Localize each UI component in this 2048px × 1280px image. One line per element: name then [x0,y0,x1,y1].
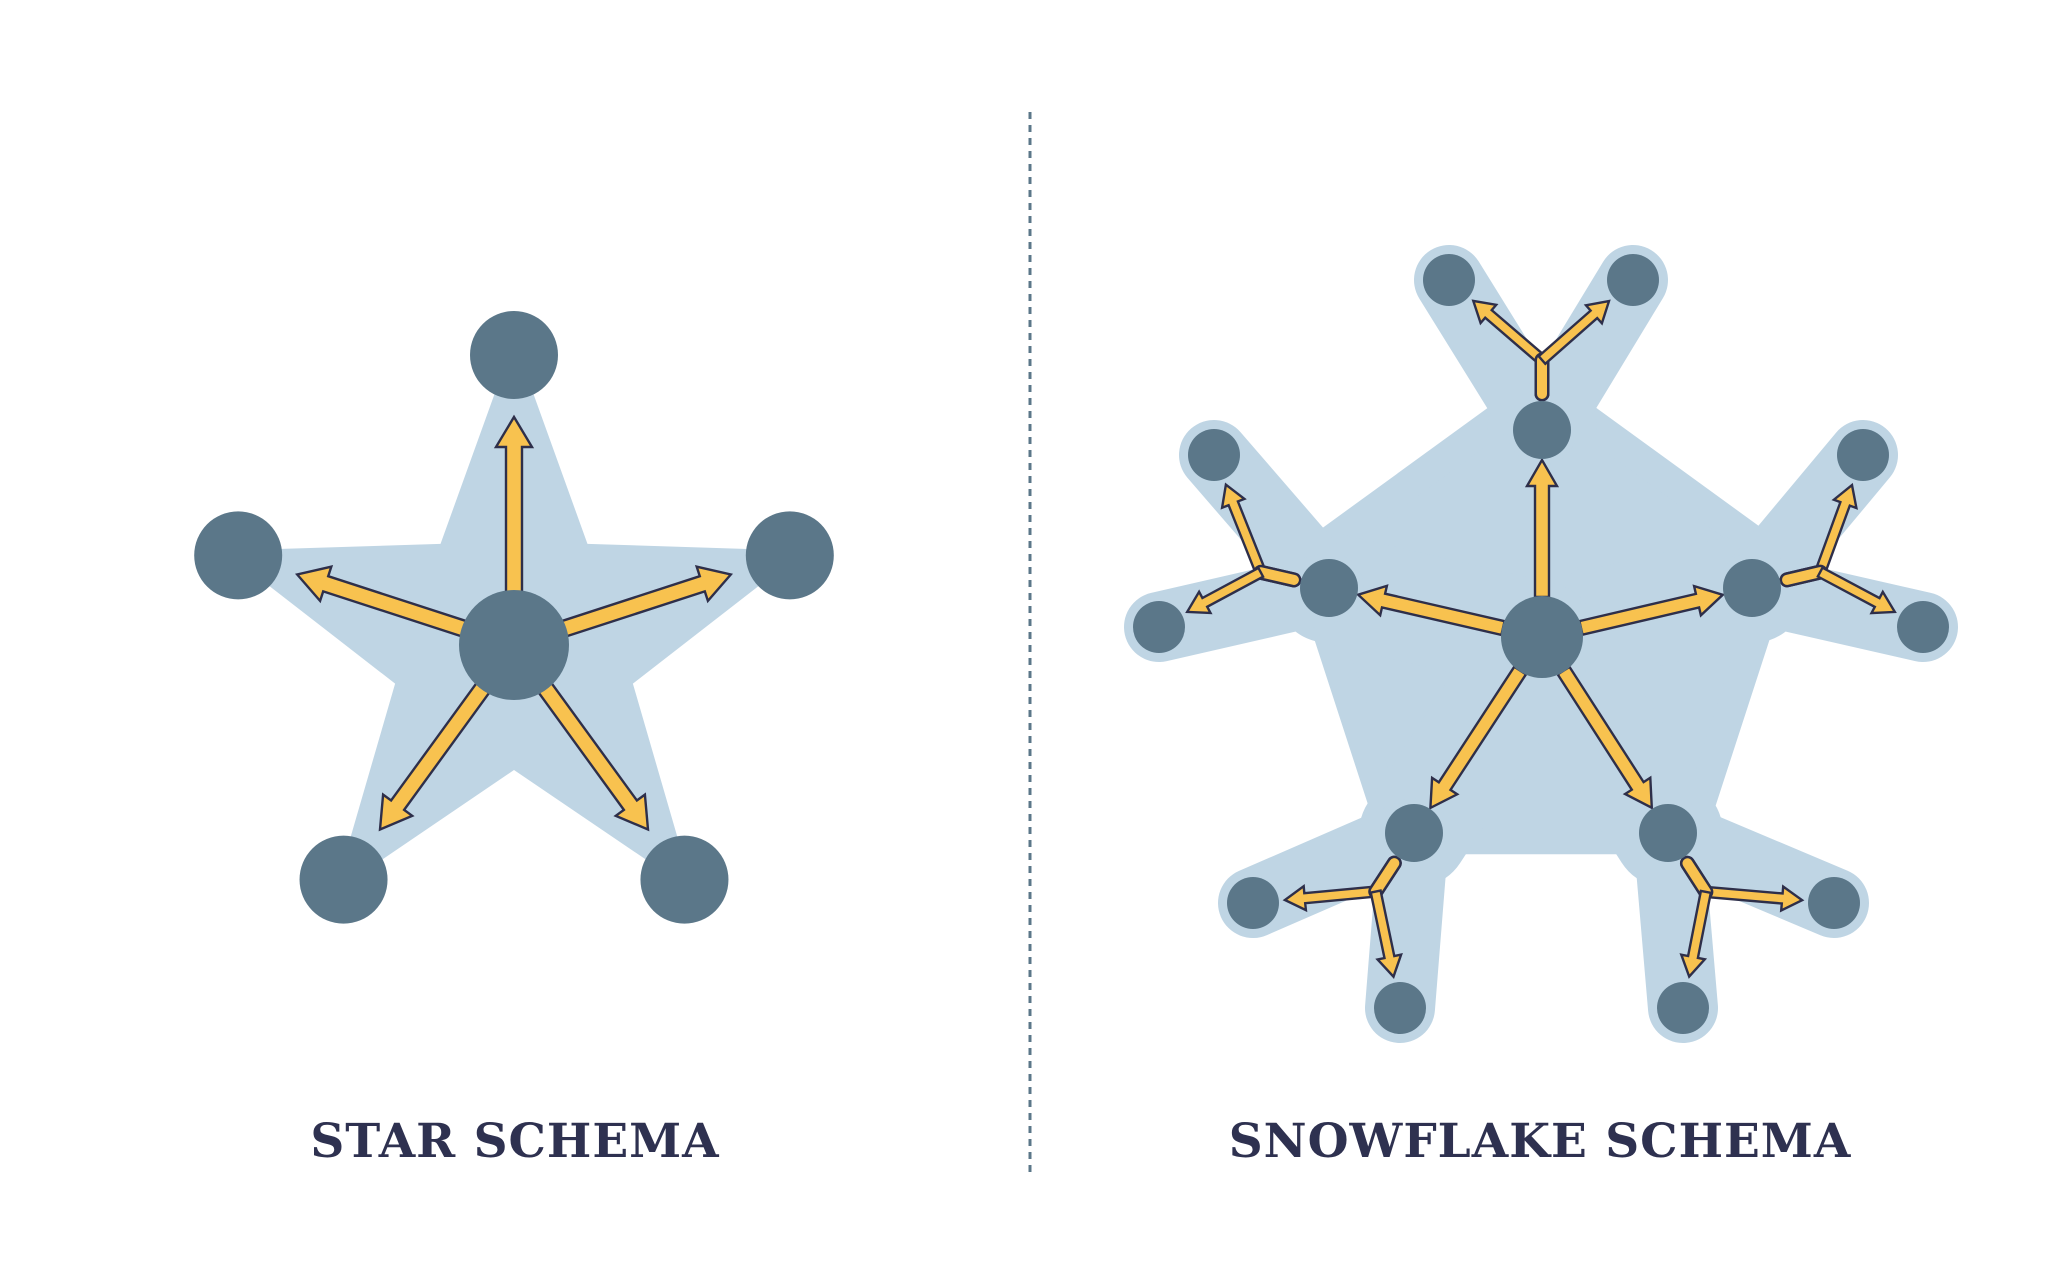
snowflake-sub-arrow-bottom-left-2 [1368,855,1403,979]
snowflake-fact-node [1501,596,1583,678]
snowflake-sub-arrow-head [1537,299,1611,366]
star-dimension-node-bottom-left [299,835,388,924]
snowflake-sub-arrow-head [1704,884,1805,913]
snowflake-sub-arrow-right-2 [1779,564,1897,615]
star-dimension-node-top [470,311,558,399]
snowflake-sub-arrow-left-2 [1185,564,1302,615]
star-arrow-top [493,414,535,595]
star-dimension-node-bottom-right [640,835,729,924]
snowflake-schema-title: SNOWFLAKE SCHEMA [1228,1114,1852,1169]
snowflake-sub-dimension-node-bottom-right-2 [1657,982,1709,1034]
snowflake-sub-dimension-node-top-1 [1423,254,1475,306]
star-schema-diagram [194,311,834,924]
star-arrow-bottom-right [536,680,650,832]
snowflake-region-branch-right-2 [1717,553,1958,662]
snowflake-sub-dimension-node-right-2 [1897,601,1949,653]
snowflake-dimension-node-right [1723,559,1781,617]
star-dimension-node-left [194,511,283,600]
snowflake-dimension-node-left [1300,559,1358,617]
snowflake-arrow-left [1355,584,1507,637]
snowflake-sub-dimension-node-left-2 [1133,601,1185,653]
snowflake-sub-dimension-node-bottom-left-1 [1227,877,1279,929]
snowflake-sub-arrow-head [1813,482,1858,576]
snowflake-dimension-node-bottom-right [1639,804,1697,862]
snowflake-sub-arrow-stem [1682,858,1711,897]
snowflake-sub-arrow-stem [1255,567,1299,585]
snowflake-schema-diagram [1124,245,1958,1043]
snowflake-sub-dimension-node-right-1 [1837,429,1889,481]
star-fact-node [459,590,569,700]
snowflake-sub-arrow-head [1816,566,1897,615]
snowflake-dimension-node-top [1513,401,1571,459]
snowflake-sub-arrow-top-2 [1534,299,1611,402]
snowflake-sub-arrow-stem [1370,858,1400,897]
star-arrow-right [559,565,734,639]
star-dimension-node-right [745,511,834,600]
snowflake-sub-dimension-node-top-2 [1607,254,1659,306]
snowflake-sub-dimension-node-bottom-left-2 [1374,982,1426,1034]
snowflake-sub-dimension-node-left-1 [1188,429,1240,481]
snowflake-sub-arrow-bottom-right-2 [1679,855,1714,979]
snowflake-sub-arrow-head [1471,299,1547,366]
snowflake-region-branch-bottom-left-2 [1365,798,1449,1043]
snowflake-region-branch-left-2 [1124,553,1364,662]
snowflake-region-branch-top-2 [1507,245,1668,465]
star-schema-title: STAR SCHEMA [310,1114,720,1169]
snowflake-sub-arrow-head [1369,889,1403,979]
snowflake-sub-arrow-head [1282,883,1378,913]
star-arrow-bottom-left [378,680,492,832]
snowflake-arrow-bottom-right [1556,665,1654,810]
snowflake-arrow-top [1524,457,1560,599]
snowflake-sub-arrow-head [1185,566,1265,615]
snowflake-sub-dimension-node-bottom-right-1 [1808,877,1860,929]
snowflake-dimension-node-bottom-left [1385,804,1443,862]
snowflake-sub-arrow-head [1679,889,1713,979]
snowflake-region-branch-bottom-right-2 [1633,798,1718,1043]
snowflake-sub-arrow-stem [1782,567,1826,585]
snowflake-sub-arrow-head [1220,482,1267,576]
snowflake-arrow-right [1577,584,1726,637]
star-arrow-left [294,565,469,639]
snowflake-arrow-bottom-left [1429,665,1528,810]
